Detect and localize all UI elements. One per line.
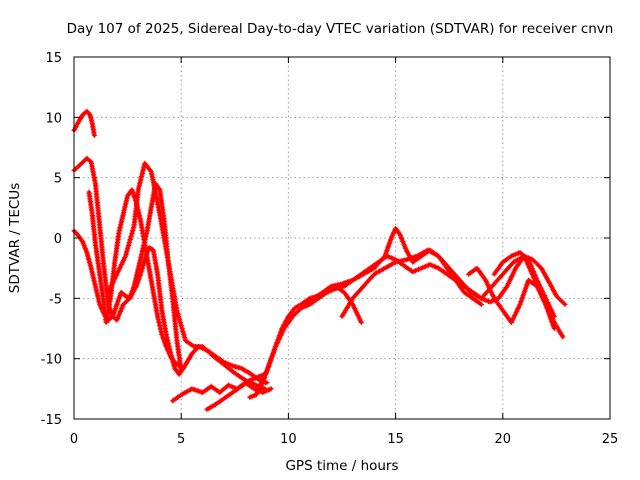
y-tick-label: 5 bbox=[54, 172, 62, 187]
series-line bbox=[248, 254, 567, 399]
x-tick-label: 25 bbox=[602, 432, 619, 447]
x-tick-label: 0 bbox=[70, 432, 78, 447]
series-sat4 bbox=[86, 187, 186, 371]
x-tick-label: 5 bbox=[177, 432, 185, 447]
series-markers bbox=[491, 249, 557, 319]
x-tick-label: 10 bbox=[280, 432, 297, 447]
y-axis-label: SDTVAR / TECUs bbox=[7, 183, 23, 293]
x-tick-label: 15 bbox=[387, 432, 404, 447]
series-line bbox=[106, 161, 269, 392]
series-sat1 bbox=[71, 108, 97, 138]
y-tick-label: 10 bbox=[45, 111, 62, 126]
series-sat8 bbox=[247, 253, 568, 400]
series-markers bbox=[105, 160, 270, 393]
series-markers bbox=[465, 265, 557, 332]
series-sat12 bbox=[465, 265, 557, 332]
series-layer bbox=[71, 108, 568, 412]
y-tick-label: -15 bbox=[41, 413, 62, 428]
axis-ticks: 0 5 10 15 20 25 -15 -10 -5 0 5 10 15 bbox=[41, 51, 619, 447]
y-tick-label: -10 bbox=[41, 353, 62, 368]
y-tick-label: 15 bbox=[45, 51, 62, 66]
chart-title: Day 107 of 2025, Sidereal Day-to-day VTE… bbox=[67, 21, 614, 37]
grid bbox=[74, 57, 610, 419]
series-sat7 bbox=[204, 371, 268, 412]
x-axis-label: GPS time / hours bbox=[285, 458, 398, 474]
series-line bbox=[304, 226, 483, 306]
series-markers bbox=[71, 108, 97, 138]
y-tick-label: 0 bbox=[54, 232, 62, 247]
series-markers bbox=[247, 253, 568, 400]
x-tick-label: 20 bbox=[495, 432, 512, 447]
series-markers bbox=[86, 187, 186, 371]
series-markers bbox=[204, 371, 268, 412]
series-sat5 bbox=[105, 160, 270, 393]
y-tick-label: -5 bbox=[49, 292, 62, 307]
series-sat13 bbox=[491, 249, 557, 319]
